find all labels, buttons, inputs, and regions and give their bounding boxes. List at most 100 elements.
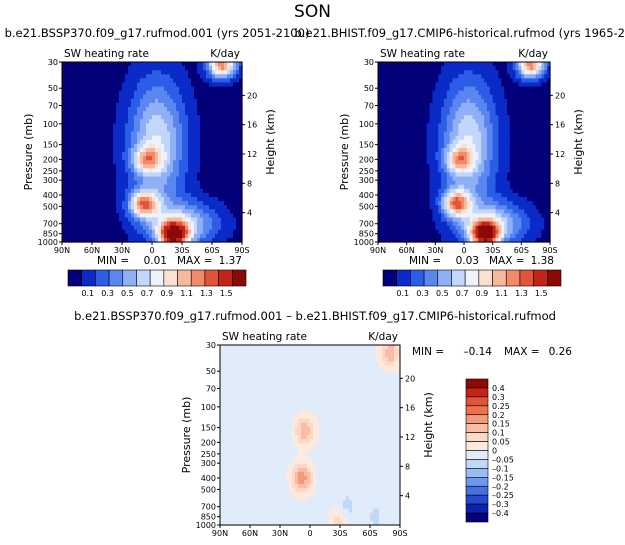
- heatmap-cell: [188, 197, 192, 202]
- heatmap-cell: [179, 168, 183, 174]
- heatmap-cell: [176, 147, 180, 153]
- heatmap-cell: [504, 152, 508, 157]
- heatmap-cell: [495, 111, 499, 116]
- heatmap-cell: [194, 168, 198, 174]
- heatmap-cell: [62, 131, 66, 137]
- heatmap-cell: [230, 172, 234, 178]
- heatmap-cell: [443, 78, 448, 84]
- heatmap-cell: [203, 188, 207, 194]
- heatmap-cell: [101, 237, 105, 243]
- y-tick-label: 700: [43, 220, 58, 229]
- heatmap-cell: [518, 78, 522, 84]
- heatmap-cell: [484, 221, 488, 227]
- heatmap-cell: [475, 168, 479, 174]
- heatmap-cell: [164, 156, 168, 161]
- heatmap-cell: [182, 143, 186, 149]
- heatmap-cell: [395, 66, 399, 71]
- heatmap-cell: [438, 119, 442, 124]
- heatmap-cell: [466, 197, 471, 202]
- heatmap-cell: [104, 188, 108, 194]
- heatmap-cell: [89, 66, 93, 71]
- heatmap-cell: [484, 119, 488, 124]
- heatmap-cell: [486, 180, 491, 186]
- heatmap-cell: [62, 217, 66, 223]
- heatmap-cell: [116, 115, 120, 120]
- heatmap-cell: [498, 233, 502, 239]
- heatmap-cell: [481, 233, 485, 239]
- y-tick-label: 500: [43, 202, 58, 211]
- heatmap-cell: [191, 205, 195, 210]
- heatmap-cell: [158, 111, 162, 116]
- heatmap-cell: [409, 197, 413, 202]
- heatmap-cell: [182, 152, 186, 157]
- heatmap-cell: [406, 217, 411, 223]
- heatmap-cell: [438, 188, 442, 194]
- heatmap-cell: [149, 217, 153, 223]
- heatmap-cell: [158, 127, 162, 133]
- heatmap-cell: [116, 237, 120, 243]
- heatmap-cell: [176, 192, 180, 198]
- heatmap-cell: [119, 168, 123, 174]
- heatmap-cell: [149, 131, 153, 137]
- heatmap-cell: [395, 127, 399, 133]
- heatmap-cell: [486, 233, 491, 239]
- heatmap-cell: [161, 123, 165, 129]
- heatmap-cell: [65, 135, 69, 141]
- heatmap-cell: [412, 94, 416, 100]
- heatmap-cell: [464, 111, 468, 116]
- heatmap-cell: [239, 188, 243, 194]
- heatmap-cell: [239, 107, 243, 112]
- heatmap-cell: [215, 98, 219, 104]
- heatmap-cell: [498, 82, 502, 88]
- heatmap-cell: [400, 184, 405, 190]
- heatmap-cell: [194, 197, 198, 202]
- heatmap-cell: [74, 160, 78, 165]
- heatmap-cell: [116, 172, 120, 178]
- heatmap-cell: [406, 201, 411, 206]
- heatmap-cell: [515, 135, 520, 141]
- heatmap-cell: [221, 143, 225, 149]
- heatmap-cell: [149, 229, 153, 235]
- heatmap-cell: [504, 205, 508, 210]
- heatmap-cell: [512, 78, 517, 84]
- heatmap-cell: [89, 135, 93, 141]
- heatmap-cell: [521, 160, 525, 165]
- heatmap-cell: [438, 135, 442, 141]
- heatmap-cell: [423, 197, 428, 202]
- heatmap-cell: [412, 111, 416, 116]
- heatmap-cell: [406, 135, 411, 141]
- heatmap-cell: [110, 135, 114, 141]
- heatmap-cell: [446, 119, 451, 124]
- heatmap-cell: [383, 201, 388, 206]
- heatmap-cell: [95, 131, 99, 137]
- heatmap-cell: [197, 221, 201, 227]
- heatmap-cell: [449, 160, 454, 165]
- heatmap-cell: [392, 127, 396, 133]
- heatmap-cell: [131, 107, 135, 112]
- heatmap-cell: [423, 180, 428, 186]
- heatmap-cell: [116, 197, 120, 202]
- heatmap-cell: [432, 197, 436, 202]
- heatmap-cell: [386, 94, 391, 100]
- heatmap-cell: [386, 131, 391, 137]
- heatmap-cell: [77, 107, 81, 112]
- heatmap-cell: [406, 139, 411, 145]
- heatmap-cell: [472, 82, 477, 88]
- heatmap-cell: [89, 205, 93, 210]
- heatmap-cell: [458, 127, 462, 133]
- heatmap-cell: [155, 123, 159, 129]
- heatmap-cell: [95, 176, 99, 182]
- heatmap-cell: [62, 107, 66, 112]
- heatmap-cell: [478, 201, 482, 206]
- heatmap-cell: [200, 143, 204, 149]
- heatmap-cell: [469, 86, 474, 92]
- heatmap-cell: [122, 172, 126, 178]
- heatmap-cell: [200, 160, 204, 165]
- heatmap-cell: [65, 102, 69, 108]
- heatmap-cell: [203, 221, 207, 227]
- heatmap-cell: [418, 86, 422, 92]
- x-tick-label: 60N: [84, 246, 100, 255]
- heatmap-cell: [469, 107, 474, 112]
- heatmap-cell: [212, 225, 216, 231]
- heatmap-cell: [426, 115, 431, 120]
